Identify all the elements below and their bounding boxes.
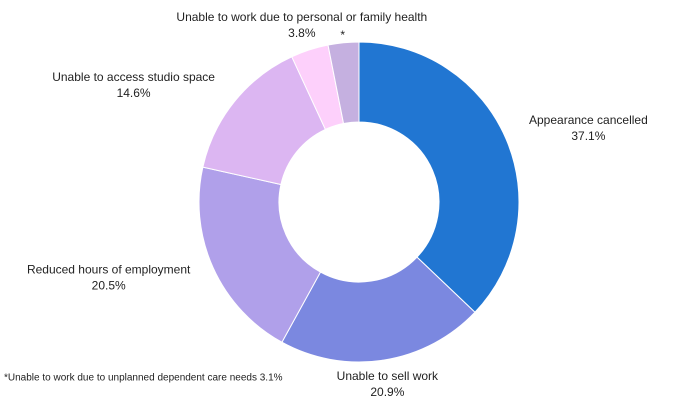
slice-label: Appearance cancelled [529, 113, 648, 127]
slice [198, 166, 322, 343]
slice [327, 41, 360, 125]
value-label: 37.1% [571, 129, 605, 143]
footnote: *Unable to work due to unplanned depende… [4, 373, 283, 384]
slice-label: Reduced hours of employment [27, 262, 191, 276]
value-label: 3.8% [288, 26, 316, 40]
value-label: 20.9% [370, 385, 404, 399]
slice-label: Unable to sell work [337, 369, 439, 383]
value-label: 20.5% [92, 278, 126, 292]
slice-label: Unable to work due to personal or family… [176, 10, 427, 24]
slice-label: * [340, 28, 345, 42]
slice-label: Unable to access studio space [52, 70, 215, 84]
value-label: 14.6% [117, 86, 151, 100]
slice [358, 41, 520, 313]
slice [281, 256, 476, 363]
